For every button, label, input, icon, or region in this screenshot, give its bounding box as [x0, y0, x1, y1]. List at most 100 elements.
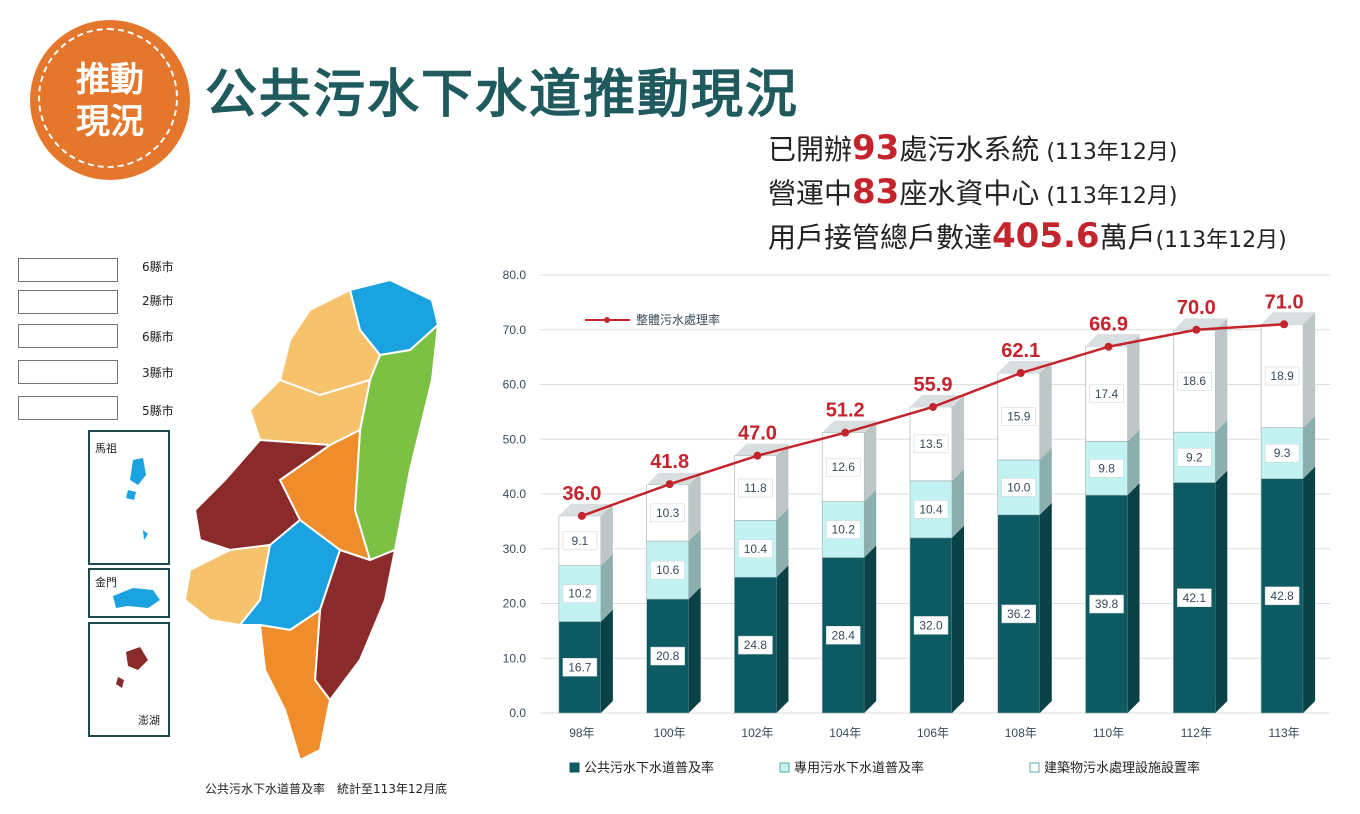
bar-side — [600, 503, 613, 566]
line-point — [665, 480, 674, 489]
x-tick-label: 112年 — [1181, 726, 1212, 740]
line-value-label: 47.0 — [738, 423, 777, 445]
inset-matsu — [88, 430, 170, 565]
inset-label-penghu: 澎湖 — [138, 714, 160, 727]
penghu-islands-shape — [116, 647, 148, 688]
data-label: 10.4 — [919, 502, 943, 516]
data-label: 16.7 — [568, 660, 592, 674]
line-point — [841, 428, 850, 437]
line-value-label: 70.0 — [1177, 297, 1216, 319]
data-label-box — [1001, 604, 1037, 624]
series-legend-swatch — [779, 762, 790, 773]
line-value-label: 36.0 — [562, 483, 601, 505]
data-label: 10.6 — [656, 563, 680, 577]
y-tick-label: 0.0 — [509, 706, 526, 720]
bar-side — [688, 472, 701, 542]
data-label: 32.0 — [919, 618, 943, 632]
data-label: 10.3 — [656, 506, 680, 520]
x-tick-label: 104年 — [829, 726, 861, 740]
data-label: 13.5 — [919, 437, 943, 451]
data-label: 10.2 — [568, 587, 592, 601]
bar-side — [688, 529, 701, 600]
data-label: 39.8 — [1095, 597, 1119, 611]
data-label: 9.1 — [572, 534, 589, 548]
stat-prefix: 已開辦 — [768, 133, 853, 166]
data-label-box — [738, 478, 773, 498]
bar-side — [1303, 466, 1316, 713]
bar-top — [822, 420, 877, 433]
line-legend-marker — [604, 317, 610, 323]
line-point — [1104, 342, 1113, 351]
badge-line2: 現況 — [76, 102, 144, 142]
series-legend-label: 專用污水下水道普及率 — [794, 760, 924, 775]
data-label-box — [825, 520, 861, 539]
bar-side — [1127, 429, 1140, 496]
data-label: 36.2 — [1007, 607, 1031, 621]
data-label: 9.3 — [1274, 446, 1291, 460]
bar-side — [1303, 415, 1316, 479]
x-tick-label: 100年 — [654, 726, 686, 740]
bar-side — [776, 565, 789, 713]
bar-side — [952, 394, 964, 481]
bar-top — [1261, 312, 1316, 325]
bar-side — [688, 587, 701, 713]
data-label-box — [913, 616, 949, 635]
bar-side — [1039, 361, 1052, 461]
data-label: 11.8 — [744, 481, 767, 495]
data-label: 18.6 — [1183, 374, 1207, 388]
line-value-label: 62.1 — [1001, 340, 1040, 362]
stat-centers: 營運中83座水資中心 (113年12月) — [768, 172, 1178, 212]
data-label: 10.2 — [832, 523, 856, 537]
data-label-box — [1264, 586, 1300, 606]
line-value-label: 55.9 — [914, 374, 953, 396]
taiwan-map — [183, 278, 440, 762]
inset-penghu — [88, 622, 170, 737]
page-title: 公共污水下水道推動現況 — [205, 65, 800, 125]
map-legend-count: 6縣市 — [142, 260, 174, 274]
data-label-box — [1264, 443, 1300, 463]
stat-number: 83 — [852, 172, 900, 212]
stat-date: (113年12月) — [1039, 140, 1178, 165]
x-tick-label: 102年 — [741, 726, 773, 740]
data-label-box — [562, 531, 598, 551]
data-label-box — [1089, 459, 1124, 478]
data-label-box — [650, 560, 685, 580]
bar-side — [776, 508, 789, 578]
data-label: 12.6 — [832, 460, 856, 474]
stat-date: (113年12月) — [1039, 184, 1178, 209]
data-label-box — [913, 434, 949, 454]
map-legend-below-10: 10%以下 — [18, 396, 118, 420]
x-tick-label: 98年 — [569, 726, 594, 740]
bar-side — [1215, 470, 1228, 713]
map-legend-count: 2縣市 — [142, 294, 174, 308]
stat-date: (113年12月) — [1155, 228, 1287, 253]
map-legend-count: 3縣市 — [142, 366, 174, 380]
series-legend-label: 公共污水下水道普及率 — [584, 760, 714, 775]
bar-side — [1039, 502, 1052, 713]
data-label-box — [1177, 588, 1212, 608]
data-label: 9.8 — [1098, 461, 1115, 475]
data-label-box — [1177, 371, 1212, 391]
x-tick-label: 106年 — [917, 726, 949, 740]
bar-side — [1039, 448, 1052, 515]
bar-side — [864, 545, 877, 713]
data-label-box — [1001, 407, 1037, 426]
line-point — [753, 451, 762, 460]
series-legend-swatch — [569, 762, 580, 773]
bar-side — [1303, 312, 1316, 428]
bar-side — [1127, 334, 1140, 442]
matsu-islands-shape — [126, 458, 148, 540]
stat-suffix: 處污水系統 — [899, 133, 1040, 166]
line-point — [929, 402, 937, 411]
badge-line1: 推動 — [76, 60, 144, 100]
data-label-box — [562, 584, 598, 603]
y-tick-label: 20.0 — [503, 597, 527, 611]
data-label-box — [1089, 594, 1124, 614]
x-tick-label: 108年 — [1005, 726, 1037, 740]
bar-side — [1215, 420, 1228, 483]
data-label-box — [1264, 366, 1300, 386]
data-label-box — [1089, 384, 1124, 404]
bar-side — [600, 609, 613, 713]
data-label: 20.8 — [656, 649, 680, 663]
bar-top — [1173, 318, 1228, 331]
